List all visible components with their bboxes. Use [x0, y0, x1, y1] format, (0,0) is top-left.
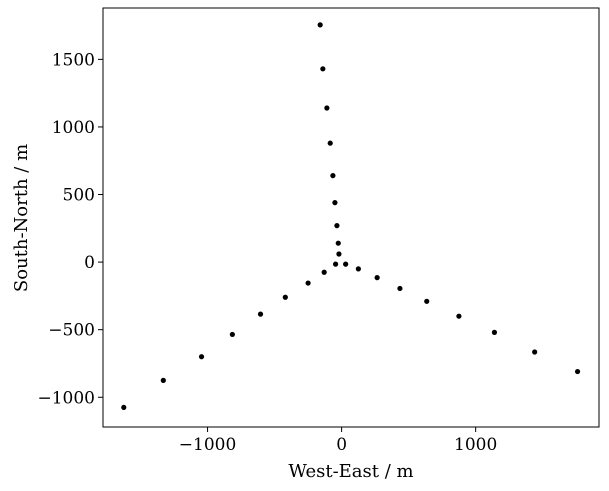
data-points [121, 22, 581, 411]
scatter-point [374, 275, 380, 281]
y-tick-label: 0 [84, 253, 95, 273]
scatter-point [456, 313, 462, 319]
scatter-point [160, 377, 166, 383]
y-axis-ticks: −1000 −500 0 500 1000 1500 [37, 50, 103, 408]
scatter-point [355, 266, 361, 272]
plot-area [102, 7, 600, 428]
y-tick-label: −500 [48, 321, 95, 341]
x-tick-label: 0 [336, 435, 347, 455]
scatter-point [330, 173, 336, 179]
scatter-point [332, 261, 339, 267]
scatter-point [574, 368, 581, 375]
y-tick-label: 1500 [52, 50, 95, 70]
scatter-point [257, 311, 264, 317]
y-axis-title: South-North / m [11, 144, 32, 292]
x-axis-title: West-East / m [288, 461, 413, 482]
x-axis-ticks: −1000 0 1000 [179, 427, 497, 455]
y-tick-label: 1000 [52, 118, 95, 138]
scatter-point [321, 269, 327, 275]
scatter-point [335, 240, 341, 246]
scatter-point [121, 404, 127, 411]
y-tick-label: 500 [63, 186, 95, 206]
x-tick-label: −1000 [179, 435, 237, 455]
scatter-point [424, 298, 430, 304]
scatter-point [532, 349, 538, 355]
scatter-point [305, 280, 311, 286]
x-tick-label: 1000 [454, 435, 497, 455]
scatter-point [198, 354, 205, 360]
scatter-point [343, 261, 349, 267]
scatter-point [491, 329, 498, 335]
scatter-point [334, 223, 340, 229]
scatter-point [317, 22, 323, 28]
y-tick-label: −1000 [37, 388, 95, 408]
scatter-point [229, 331, 235, 338]
scatter-point [397, 285, 403, 292]
scatter-point [327, 140, 333, 146]
scatter-point [336, 251, 342, 257]
scatter-point [320, 66, 326, 72]
scatter-point [332, 200, 338, 206]
scatter-point [324, 105, 330, 111]
scatter-point [282, 294, 288, 300]
